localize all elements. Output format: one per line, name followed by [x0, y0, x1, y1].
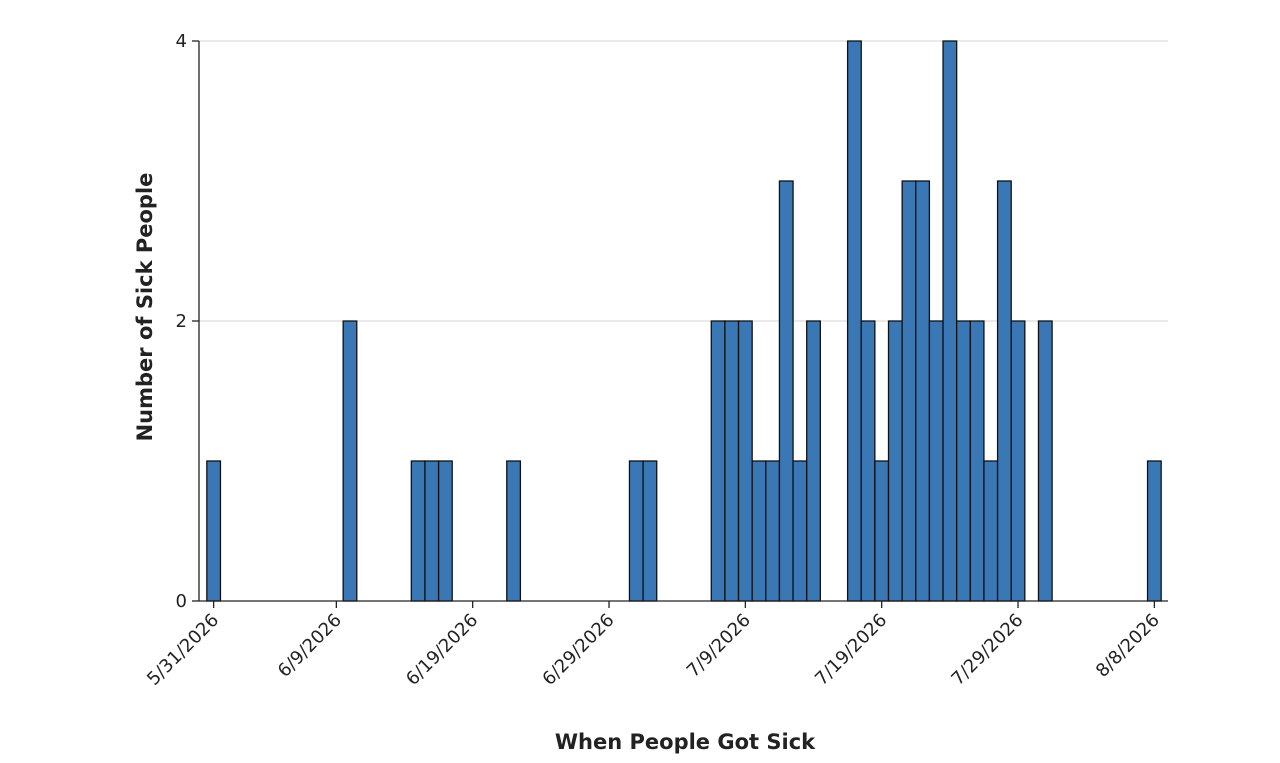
x-tick-label-2026-06-09: 6/9/2026 [274, 610, 346, 682]
bar-2026-07-22 [915, 180, 931, 602]
x-tick-label-2026-08-08: 8/8/2026 [1092, 610, 1164, 682]
bar-2026-07-02 [642, 460, 658, 602]
bar-2026-07-29 [1010, 320, 1026, 602]
bar-2026-07-19 [874, 460, 890, 602]
y-tick-label-4: 4 [176, 31, 187, 52]
x-tick-label-2026-05-31: 5/31/2026 [143, 610, 223, 690]
y-axis-title: Number of Sick People [133, 173, 157, 442]
x-tick-label-2026-07-19: 7/19/2026 [811, 610, 891, 690]
bar-2026-07-07 [710, 320, 726, 602]
x-tick-label-2026-07-09: 7/9/2026 [683, 610, 755, 682]
bar-2026-07-12 [778, 180, 794, 602]
bar-2026-07-25 [956, 320, 971, 602]
bar-2026-07-18 [860, 320, 876, 602]
bar-2026-07-26 [969, 320, 985, 602]
x-tick-label-2026-07-29: 7/29/2026 [947, 610, 1027, 690]
bar-2026-07-13 [792, 460, 808, 602]
y-ticks: 0 2 4 [176, 31, 199, 612]
bar-2026-07-09 [737, 320, 753, 602]
y-tick-label-0: 0 [176, 591, 187, 612]
bars [206, 40, 1162, 602]
bar-2026-07-01 [628, 460, 644, 602]
bar-2026-07-11 [765, 460, 781, 602]
bar-2026-07-10 [751, 460, 767, 602]
x-ticks: 5/31/2026 6/9/2026 6/19/2026 6/29/2026 7/9/2… [143, 601, 1164, 690]
bar-2026-07-23 [928, 320, 944, 602]
bar-2026-06-17 [437, 460, 453, 602]
bar-2026-06-16 [424, 460, 440, 602]
bar-2026-07-31 [1037, 320, 1053, 602]
bar-2026-06-15 [410, 460, 426, 602]
bar-2026-06-22 [506, 460, 522, 602]
bar-2026-07-21 [901, 180, 917, 602]
bar-2026-07-14 [806, 320, 821, 602]
bar-2026-07-17 [846, 40, 862, 602]
bar-2026-07-24 [942, 40, 958, 602]
bar-2026-07-27 [983, 460, 999, 602]
y-tick-label-2: 2 [176, 311, 187, 332]
x-tick-label-2026-06-19: 6/19/2026 [402, 610, 482, 690]
bar-2026-08-08 [1146, 460, 1162, 602]
gridlines [199, 40, 1168, 322]
x-axis-title: When People Got Sick [555, 730, 816, 754]
bar-2026-05-31 [206, 460, 222, 602]
bar-2026-07-20 [887, 320, 903, 602]
bar-2026-07-28 [996, 180, 1012, 602]
x-tick-label-2026-06-29: 6/29/2026 [538, 610, 618, 690]
bar-2026-06-10 [342, 320, 358, 602]
bar-2026-07-08 [724, 320, 740, 602]
